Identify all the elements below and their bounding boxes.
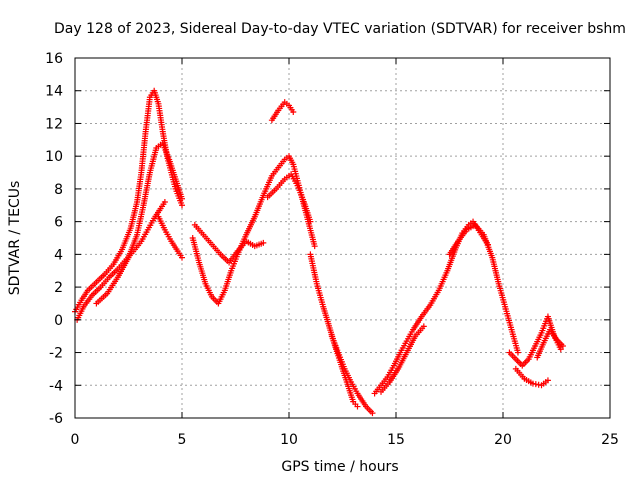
series-trace-f [191, 221, 267, 266]
data-point [514, 349, 521, 356]
y-tick-label: 2 [54, 280, 63, 296]
data-point [307, 218, 314, 225]
y-tick-label: -2 [49, 346, 63, 362]
x-tick-label: 25 [601, 432, 619, 448]
series-trace-g [268, 99, 297, 124]
y-axis-title: SDTVAR / TECUs [7, 181, 23, 296]
y-tick-label: 12 [45, 116, 63, 132]
x-tick-label: 15 [387, 432, 405, 448]
y-tick-label: -4 [49, 378, 63, 394]
x-axis-title: GPS time / hours [281, 459, 398, 475]
y-tick-label: 16 [45, 51, 63, 67]
series-trace-m [446, 221, 521, 356]
series-trace-d [155, 213, 185, 261]
data-point [260, 239, 267, 246]
y-tick-label: -6 [49, 411, 63, 427]
data-point [290, 109, 297, 115]
y-tick-label: 10 [45, 149, 63, 165]
x-tick-label: 0 [71, 432, 80, 448]
data-point [311, 243, 318, 250]
x-tick-label: 5 [178, 432, 187, 448]
series-trace-h [264, 171, 314, 225]
data-point [559, 343, 566, 349]
series-trace-l [378, 323, 427, 395]
plot-frame [74, 57, 611, 419]
y-tick-label: 6 [54, 215, 63, 231]
series-trace-n [506, 313, 564, 369]
series-trace-j [328, 333, 376, 417]
series-trace-a [72, 87, 185, 315]
data-point [179, 202, 185, 209]
chart-title: Day 128 of 2023, Sidereal Day-to-day VTE… [54, 21, 626, 37]
x-tick-label: 20 [494, 432, 512, 448]
y-tick-label: 0 [54, 313, 63, 329]
data-point [179, 254, 185, 261]
data-point [161, 199, 168, 205]
data-point [544, 377, 551, 384]
data-point [420, 323, 427, 330]
data-point [369, 410, 376, 417]
series-trace-o [512, 365, 551, 389]
data-point [179, 195, 185, 202]
x-tick-label: 10 [280, 432, 298, 448]
y-tick-label: 4 [54, 247, 63, 263]
y-tick-label: 14 [45, 84, 63, 100]
marks-layer [72, 87, 566, 417]
data-point [354, 403, 361, 410]
series-trace-c [74, 199, 168, 323]
series-trace-p [534, 326, 566, 361]
ticks-layer: 0 5 10 15 20 25 -6 -4 -2 0 2 4 6 8 10 12 14 16 [45, 51, 619, 448]
y-tick-label: 8 [54, 182, 63, 198]
